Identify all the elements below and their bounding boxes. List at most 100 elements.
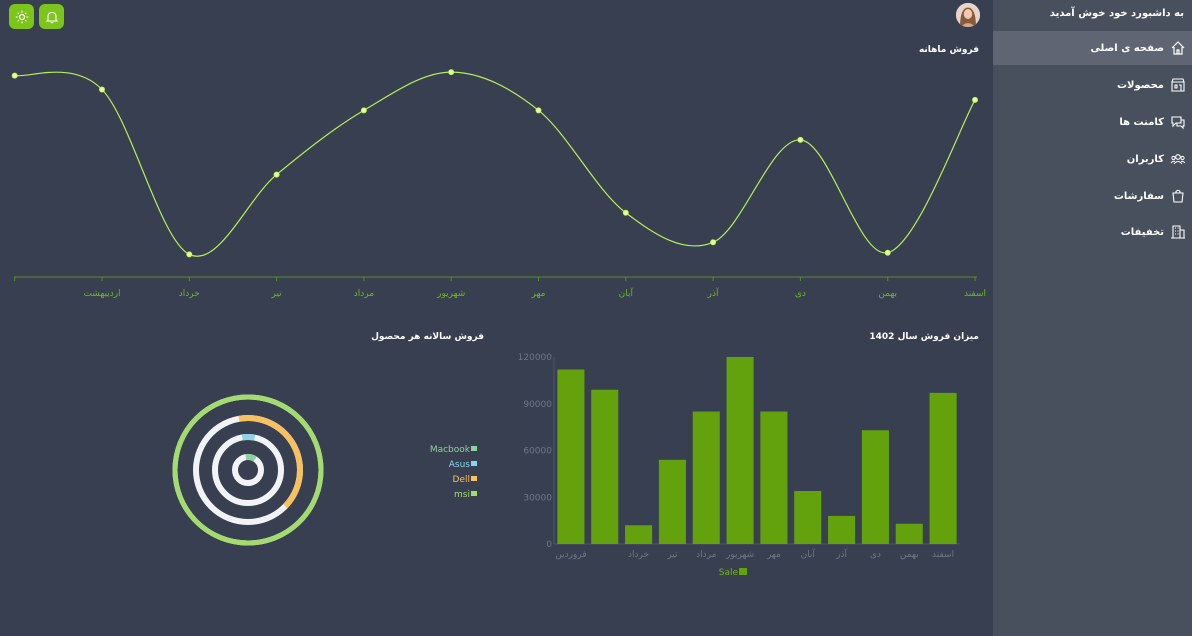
legend-item[interactable]: Macbook bbox=[430, 445, 477, 455]
line-point[interactable] bbox=[797, 136, 804, 143]
line-point[interactable] bbox=[972, 96, 979, 103]
bar[interactable] bbox=[929, 392, 957, 544]
legend-swatch bbox=[471, 446, 477, 451]
y-tick-label: 120000 bbox=[518, 353, 553, 363]
sidebar-item-products[interactable]: محصولات bbox=[993, 68, 1192, 102]
legend-item[interactable]: Dell bbox=[453, 475, 477, 485]
line-point[interactable] bbox=[11, 72, 18, 79]
x-tick-label: دی bbox=[795, 289, 806, 299]
sidebar-item-label: سفارشات bbox=[1113, 190, 1164, 202]
comments-icon bbox=[1171, 116, 1185, 130]
x-tick-label: مرداد bbox=[696, 550, 716, 560]
theme-toggle-button[interactable] bbox=[9, 4, 34, 29]
legend-label: Macbook bbox=[430, 445, 471, 455]
line-point[interactable] bbox=[622, 209, 629, 216]
legend-swatch bbox=[471, 461, 477, 466]
line-chart: اسفند بهمن دی آذر آبان مهر شهریور مرداد تیر خرداد… bbox=[11, 69, 986, 299]
ring-track bbox=[232, 454, 264, 486]
bar[interactable] bbox=[692, 411, 720, 544]
users-icon bbox=[1170, 154, 1186, 165]
x-tick-label: آذر bbox=[707, 287, 719, 299]
x-tick-label: اردیبهشت bbox=[83, 289, 120, 299]
y-tick-label: 60000 bbox=[523, 447, 552, 457]
bell-icon bbox=[45, 11, 58, 23]
bar[interactable] bbox=[794, 491, 822, 544]
bar-chart: 0 30000 60000 90000 120000 اسفند بهمن دی آذر آبان… bbox=[518, 353, 960, 578]
legend-label: msi bbox=[454, 490, 470, 500]
ring-arc[interactable] bbox=[188, 410, 308, 530]
bag-icon bbox=[1172, 189, 1184, 203]
donut-chart: Macbook Asus Dell msi bbox=[163, 385, 477, 554]
line-point[interactable] bbox=[535, 107, 542, 114]
legend-item[interactable]: msi bbox=[454, 490, 477, 500]
avatar[interactable] bbox=[956, 3, 980, 27]
bar-chart-title: میزان فروش سال 1402 bbox=[869, 332, 979, 342]
sidebar-item-discounts[interactable]: تخفیفات bbox=[993, 215, 1192, 249]
line-series bbox=[14, 71, 976, 257]
legend-swatch bbox=[739, 568, 747, 575]
sun-icon bbox=[15, 10, 28, 23]
ring-arc[interactable] bbox=[163, 385, 332, 554]
notification-button[interactable] bbox=[39, 4, 64, 29]
x-tick-label: آذر bbox=[835, 548, 847, 560]
bar-legend[interactable]: Sale bbox=[719, 568, 747, 578]
y-tick-label: 90000 bbox=[523, 400, 552, 410]
x-tick-label: فروردین bbox=[555, 550, 586, 560]
line-point[interactable] bbox=[186, 251, 193, 258]
bar[interactable] bbox=[557, 369, 585, 544]
line-point[interactable] bbox=[884, 249, 891, 256]
sidebar: به داشبورد خود خوش آمدید صفحه ی اصلی محص… bbox=[993, 0, 1192, 636]
line-point[interactable] bbox=[99, 86, 106, 93]
sidebar-item-orders[interactable]: سفارشات bbox=[993, 179, 1192, 213]
x-tick-label: بهمن bbox=[900, 550, 919, 560]
store-icon bbox=[1171, 78, 1185, 92]
bar[interactable] bbox=[726, 357, 754, 544]
y-tick-label: 30000 bbox=[523, 493, 552, 503]
legend-item[interactable]: Asus bbox=[449, 460, 477, 470]
line-chart-title: فروش ماهانه bbox=[918, 45, 979, 55]
bar[interactable] bbox=[895, 523, 923, 544]
line-point[interactable] bbox=[273, 171, 280, 178]
line-point[interactable] bbox=[360, 107, 367, 114]
ring-track bbox=[212, 434, 284, 506]
sidebar-item-label: کاربران bbox=[1126, 153, 1164, 165]
sidebar-item-label: محصولات bbox=[1116, 79, 1164, 91]
building-icon bbox=[1171, 225, 1185, 239]
legend-swatch bbox=[471, 476, 477, 481]
x-tick-label: مهر bbox=[531, 289, 546, 299]
bar[interactable] bbox=[861, 430, 889, 544]
x-tick-label: شهریور bbox=[436, 289, 465, 299]
line-point[interactable] bbox=[448, 69, 455, 76]
legend-swatch bbox=[471, 491, 477, 496]
x-tick-label: اسفند bbox=[932, 550, 954, 560]
bar[interactable] bbox=[828, 515, 856, 544]
x-tick-label: تیر bbox=[271, 289, 283, 299]
bar[interactable] bbox=[760, 411, 788, 544]
bar[interactable] bbox=[625, 525, 653, 544]
bar[interactable] bbox=[591, 389, 619, 544]
sidebar-item-home[interactable]: صفحه ی اصلی bbox=[993, 31, 1192, 65]
welcome-title: به داشبورد خود خوش آمدید bbox=[1049, 8, 1184, 19]
legend-label: Dell bbox=[453, 475, 470, 485]
x-tick-label: آبان bbox=[801, 548, 816, 560]
avatar-image bbox=[956, 3, 980, 27]
pie-chart-title: فروش سالانه هر محصول bbox=[371, 332, 484, 342]
x-tick-label: خرداد bbox=[179, 289, 200, 299]
sidebar-item-label: تخفیفات bbox=[1120, 226, 1164, 238]
sidebar-item-label: کامنت ها bbox=[1119, 116, 1164, 128]
y-tick-label: 0 bbox=[546, 540, 552, 550]
legend-label: Asus bbox=[449, 460, 471, 470]
sidebar-item-comments[interactable]: کامنت ها bbox=[993, 105, 1192, 139]
line-point[interactable] bbox=[710, 239, 717, 246]
x-tick-label: مرداد bbox=[354, 289, 374, 299]
legend-label: Sale bbox=[719, 568, 739, 578]
x-tick-label: اسفند bbox=[964, 289, 986, 299]
x-tick-label: آبان bbox=[619, 287, 634, 299]
sidebar-item-label: صفحه ی اصلی bbox=[1090, 42, 1164, 54]
ring-arc[interactable] bbox=[210, 432, 286, 508]
bar[interactable] bbox=[658, 459, 686, 544]
x-tick-label: خرداد bbox=[628, 550, 649, 560]
sidebar-item-users[interactable]: کاربران bbox=[993, 142, 1192, 176]
x-tick-label: شهریور bbox=[725, 550, 754, 560]
x-tick-label: بهمن bbox=[878, 289, 897, 299]
